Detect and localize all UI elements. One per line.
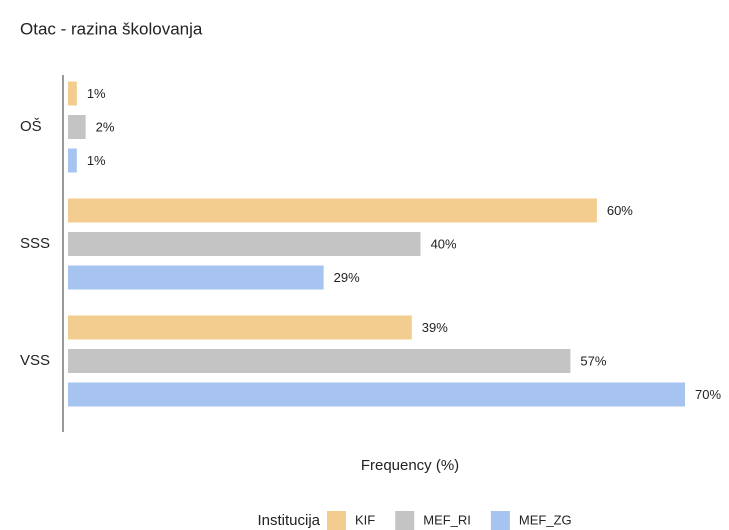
- legend-label: KIF: [355, 512, 375, 527]
- legend-key: [490, 511, 510, 530]
- value-label: 1%: [87, 86, 106, 101]
- value-label: 70%: [695, 387, 721, 402]
- bar: [68, 265, 324, 290]
- legend-key: [395, 511, 415, 530]
- bar: [68, 148, 77, 173]
- y-tick-label: SSS: [20, 235, 50, 252]
- bar: [68, 198, 597, 223]
- value-label: 1%: [87, 153, 106, 168]
- chart-title: Otac - razina školovanja: [20, 19, 203, 38]
- bar: [68, 81, 77, 106]
- legend-key: [327, 511, 346, 530]
- bar: [68, 382, 685, 407]
- legend-label: MEF_ZG: [519, 512, 572, 527]
- value-label: 40%: [431, 236, 457, 251]
- y-tick-label: OŠ: [20, 118, 42, 135]
- value-label: 57%: [580, 353, 606, 368]
- y-tick-label: VSS: [20, 352, 50, 369]
- value-label: 39%: [422, 320, 448, 335]
- legend-label: MEF_RI: [423, 512, 471, 527]
- value-label: 2%: [96, 119, 115, 134]
- value-label: 29%: [334, 270, 360, 285]
- x-axis-label: Frequency (%): [361, 457, 459, 474]
- bar: [68, 315, 412, 340]
- legend-title: Institucija: [257, 512, 320, 529]
- bar: [68, 115, 86, 139]
- bar: [68, 349, 571, 373]
- value-label: 60%: [607, 203, 633, 218]
- bar: [68, 232, 421, 256]
